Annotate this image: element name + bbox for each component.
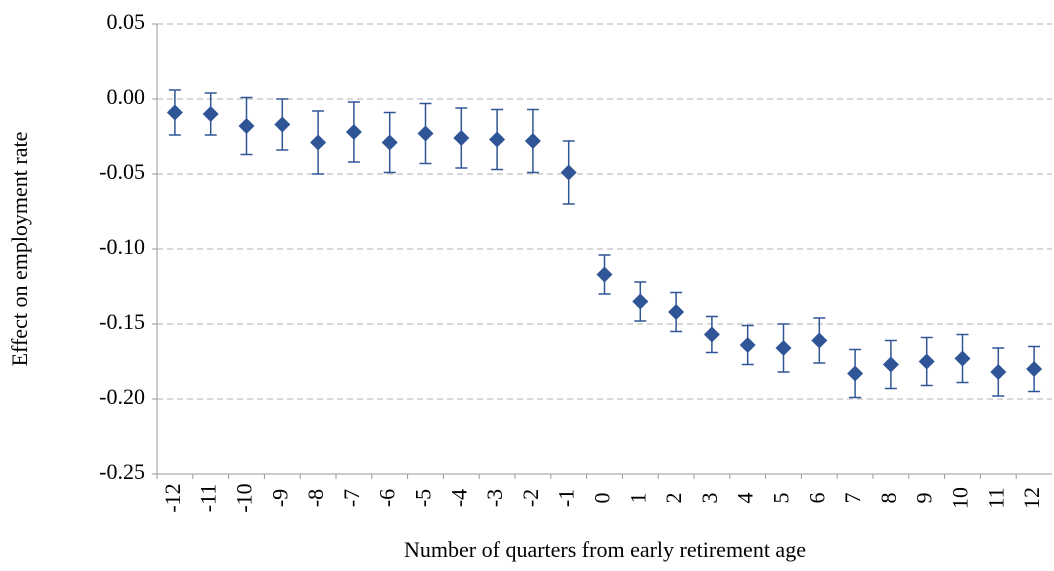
marker (238, 118, 255, 134)
x-tick-label: 9 (912, 493, 937, 504)
x-tick-label: -12 (160, 483, 185, 512)
marker (345, 124, 362, 140)
x-tick-label: -2 (518, 489, 543, 507)
marker (560, 164, 577, 181)
x-tick-label: -7 (339, 489, 364, 507)
y-tick-label: 0.05 (107, 9, 146, 34)
marker (668, 304, 685, 320)
marker (847, 365, 864, 382)
x-tick-label: -10 (232, 483, 257, 512)
marker (775, 340, 792, 356)
x-tick-label: -6 (375, 489, 400, 507)
marker (918, 353, 935, 370)
marker (703, 326, 720, 343)
x-tick-label: -4 (446, 489, 471, 507)
x-tick-label: 8 (876, 493, 901, 504)
x-tick-label: 4 (733, 493, 758, 504)
x-tick-label: 7 (840, 493, 865, 504)
marker (524, 133, 541, 149)
marker (596, 266, 613, 283)
x-tick-label: 2 (661, 493, 686, 504)
y-tick-label: -0.20 (99, 384, 145, 409)
x-tick-label: 1 (625, 493, 650, 504)
x-axis-title: Number of quarters from early retirement… (404, 537, 806, 562)
marker (489, 131, 506, 148)
y-tick-label: -0.15 (99, 309, 145, 334)
x-tick-label: -11 (196, 484, 221, 513)
marker (1026, 361, 1043, 377)
marker (274, 116, 291, 133)
x-tick-label: -9 (267, 489, 292, 507)
x-tick-label: 0 (590, 493, 615, 504)
x-tick-label: 12 (1019, 487, 1044, 509)
marker (632, 293, 649, 310)
y-tick-label: -0.05 (99, 159, 145, 184)
x-tick-label: -5 (411, 489, 436, 507)
marker (202, 106, 219, 122)
marker (990, 364, 1007, 380)
x-tick-label: -8 (303, 489, 328, 507)
x-tick-label: -1 (554, 489, 579, 507)
x-tick-label: 5 (769, 493, 794, 504)
marker (310, 134, 327, 151)
marker (882, 356, 899, 373)
marker (453, 130, 470, 146)
marker (739, 337, 756, 353)
y-tick-label: 0.00 (107, 84, 146, 109)
y-tick-label: -0.10 (99, 234, 145, 259)
y-tick-label: -0.25 (99, 459, 145, 484)
x-tick-label: 3 (697, 493, 722, 504)
marker (166, 104, 183, 121)
x-tick-label: -3 (482, 489, 507, 507)
x-tick-label: 6 (804, 493, 829, 504)
x-tick-label: 10 (948, 487, 973, 509)
y-axis-title: Effect on employment rate (7, 132, 32, 367)
marker (417, 125, 434, 142)
marker (811, 332, 828, 349)
marker (954, 350, 971, 367)
marker (381, 134, 398, 151)
x-tick-label: 11 (983, 487, 1008, 508)
